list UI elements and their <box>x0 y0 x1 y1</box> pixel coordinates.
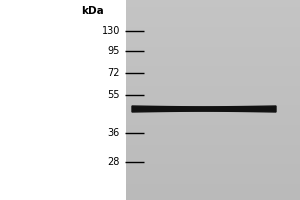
Text: 55: 55 <box>107 90 120 100</box>
Polygon shape <box>132 106 276 112</box>
Text: 72: 72 <box>107 68 120 78</box>
Text: 130: 130 <box>102 26 120 36</box>
Text: 95: 95 <box>108 46 120 56</box>
Text: 28: 28 <box>108 157 120 167</box>
Bar <box>126 0 300 200</box>
Text: kDa: kDa <box>82 6 104 16</box>
Text: 36: 36 <box>108 128 120 138</box>
